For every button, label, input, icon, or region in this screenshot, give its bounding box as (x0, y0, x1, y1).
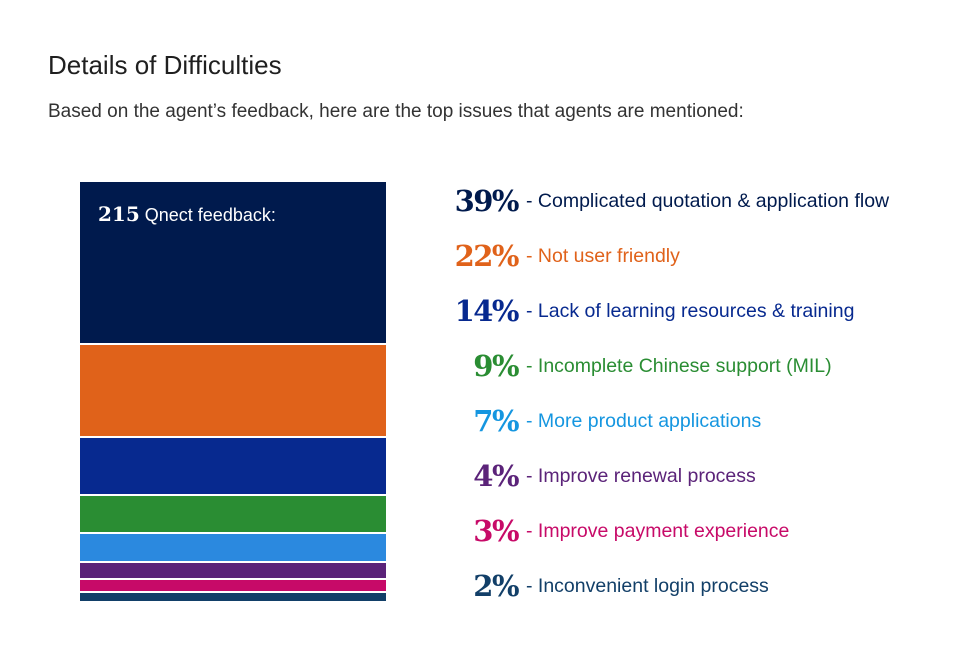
legend-description: - Not user friendly (526, 244, 680, 267)
legend-percent: 7% (473, 404, 519, 438)
legend-percent: 14% (454, 294, 520, 328)
legend-item: 4% - Improve renewal process (440, 456, 756, 496)
bar-segment-4 (80, 496, 386, 532)
legend-item: 7% - More product applications (440, 401, 761, 441)
legend-description: - More product applications (526, 409, 762, 432)
legend-percent: 22% (454, 239, 520, 273)
legend-percent: 2% (473, 569, 519, 603)
legend-description: - Improve renewal process (526, 464, 756, 487)
legend-item: 3% - Improve payment experience (440, 511, 789, 551)
page-subtitle: Based on the agent’s feedback, here are … (48, 101, 744, 122)
bar-segment-6 (80, 563, 386, 579)
legend-description: - Lack of learning resources & training (526, 299, 855, 322)
feedback-count-text: Qnect feedback: (144, 205, 276, 225)
legend-item: 39% - Complicated quotation & application… (440, 181, 890, 221)
legend-description: - Complicated quotation & application fl… (526, 189, 890, 212)
bar-segment-7 (80, 580, 386, 591)
legend-percent: 39% (454, 184, 520, 218)
feedback-count: 215 (98, 202, 140, 226)
stack-label: 215 Qnect feedback: (98, 202, 276, 226)
legend-percent: 4% (473, 459, 519, 493)
legend-description: - Improve payment experience (526, 519, 790, 542)
bar-segment-3 (80, 437, 386, 495)
bar-segment-8 (80, 592, 386, 601)
stacked-bar: 215 Qnect feedback: (80, 182, 386, 601)
legend-description: - Incomplete Chinese support (MIL) (526, 354, 832, 377)
legend-percent: 3% (473, 514, 519, 548)
legend-description: - Inconvenient login process (526, 574, 769, 597)
legend-item: 14% - Lack of learning resources & traini… (440, 291, 855, 331)
bar-segment-1 (80, 182, 386, 344)
bar-segment-2 (80, 345, 386, 436)
legend-percent: 9% (473, 349, 519, 383)
page-title: Details of Difficulties (48, 50, 282, 80)
legend-item: 2% - Inconvenient login process (440, 566, 769, 606)
legend-item: 22% - Not user friendly (440, 236, 680, 276)
bar-segment-5 (80, 533, 386, 562)
legend-item: 9% - Incomplete Chinese support (MIL) (440, 346, 832, 386)
